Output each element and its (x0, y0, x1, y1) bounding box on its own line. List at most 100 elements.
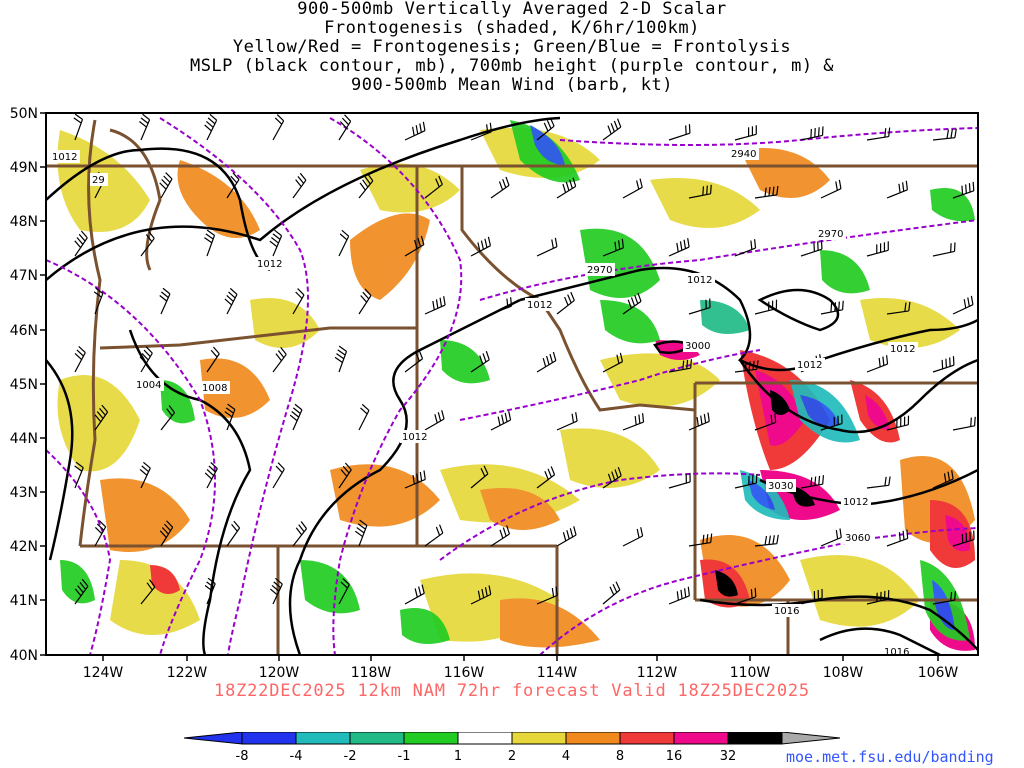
wind-barb (668, 238, 690, 257)
wind-barb (94, 520, 107, 547)
wind-barb (272, 114, 285, 141)
wind-barb (556, 291, 575, 315)
height-contours (46, 117, 978, 655)
colorbar-label: 32 (720, 749, 737, 764)
lon-label: 124W (83, 665, 124, 680)
colorbar-label: -2 (344, 749, 357, 764)
wind-barb (159, 520, 174, 547)
wind-barb (204, 461, 218, 489)
wind-barb (668, 472, 691, 489)
wind-barb (269, 229, 283, 257)
colorbar-label: 8 (616, 749, 624, 764)
wind-barb (734, 587, 757, 605)
lat-label: 46N (10, 323, 38, 339)
height-label: 2970 (587, 265, 612, 276)
wind-barb (470, 350, 490, 373)
wind-barb (140, 230, 155, 257)
wind-barb (292, 521, 308, 547)
colorbar-high-end (781, 732, 841, 745)
mslp-label: 1008 (202, 383, 227, 394)
colorbar-label: -1 (398, 749, 411, 764)
wind-barb (269, 577, 283, 605)
wind-barb (424, 410, 445, 431)
wind-barb (73, 113, 84, 141)
wind-barb (490, 297, 513, 315)
wind-barb (470, 465, 489, 489)
wind-barb (470, 585, 492, 605)
wind-barb (424, 524, 444, 547)
wind-barb (866, 590, 890, 605)
wind-barb (490, 176, 510, 199)
wind-barb (404, 584, 425, 605)
wind-barb (204, 577, 216, 605)
wind-barb (932, 591, 957, 605)
lon-label: 112W (637, 665, 678, 680)
wind-barb (160, 405, 176, 431)
lon-label: 110W (730, 665, 771, 680)
frontolysis-shading (60, 120, 975, 644)
title-line-1: 900-500mb Vertically Averaged 2-D Scalar (297, 0, 727, 19)
lon-label: 116W (444, 665, 485, 680)
wind-barb (800, 240, 823, 257)
wind-barb (820, 300, 844, 315)
colorbar-segment (565, 732, 621, 745)
wind-barb (358, 288, 372, 315)
wind-barb (74, 230, 88, 257)
wind-barb (688, 533, 713, 547)
lat-label: 50N (10, 106, 38, 122)
wind-barb (952, 295, 974, 315)
wind-barb (424, 175, 443, 199)
colorbar-segment (457, 732, 513, 745)
title-line-4: MSLP (black contour, mb), 700mb height (… (189, 56, 835, 76)
wind-barb (754, 534, 779, 547)
wind-barb (800, 126, 824, 141)
wind-barb (556, 412, 578, 431)
colorbar-low-end (183, 732, 243, 745)
wind-barb (140, 579, 156, 605)
colorbar-label: 4 (562, 749, 570, 764)
wind-barb (354, 519, 368, 547)
frontogenesis-map: 1012 1012 1012 1012 1012 1012 1012 1004 … (10, 106, 979, 680)
wind-barb (734, 360, 759, 373)
wind-barb (536, 466, 556, 489)
wind-barb (602, 466, 622, 489)
wind-barb (94, 404, 109, 431)
longitude-axis: 124W 122W 120W 118W 116W 114W 112W 110W … (83, 655, 959, 680)
wind-barb (952, 530, 975, 547)
wind-barb (754, 413, 777, 431)
lat-label: 40N (10, 648, 38, 664)
mslp-label: 1012 (402, 432, 427, 443)
colorbar-label: -4 (290, 749, 303, 764)
mslp-labels: 1012 1012 1012 1012 1012 1012 1012 1004 … (50, 150, 918, 658)
wind-barb (820, 528, 842, 547)
forecast-valid-time: 18Z22DEC2025 12km NAM 72hr forecast Vali… (214, 681, 810, 701)
wind-barb (404, 470, 426, 489)
colorbar-segment (349, 732, 405, 745)
lat-label: 48N (10, 214, 38, 230)
wind-barb (536, 237, 558, 257)
lat-label: 47N (10, 268, 38, 284)
wind-barb (622, 178, 643, 199)
wind-barb (224, 403, 236, 431)
title-line-3: Yellow/Red = Frontogenesis; Green/Blue =… (232, 37, 792, 57)
wind-barb (206, 346, 220, 373)
mslp-label: 1012 (687, 275, 712, 286)
wind-barb (668, 586, 690, 605)
wind-barb (602, 118, 622, 141)
wind-barb (404, 235, 425, 257)
colorbar: -8 -4 -2 -1 1 2 4 8 16 32 (183, 732, 841, 764)
wind-barb (536, 586, 558, 605)
wind-barb (602, 581, 621, 605)
mslp-label: 1012 (797, 360, 822, 371)
wind-barb (886, 180, 908, 199)
lat-label: 45N (10, 377, 38, 393)
wind-barb (734, 125, 757, 141)
colorbar-label: 16 (666, 749, 683, 764)
wind-barb (292, 172, 307, 199)
lat-label: 42N (10, 539, 38, 555)
wind-barb (226, 172, 240, 199)
lon-label: 106W (918, 665, 959, 680)
wind-barb (952, 181, 975, 199)
height-label: 2970 (818, 229, 843, 240)
wind-barb (602, 238, 624, 257)
